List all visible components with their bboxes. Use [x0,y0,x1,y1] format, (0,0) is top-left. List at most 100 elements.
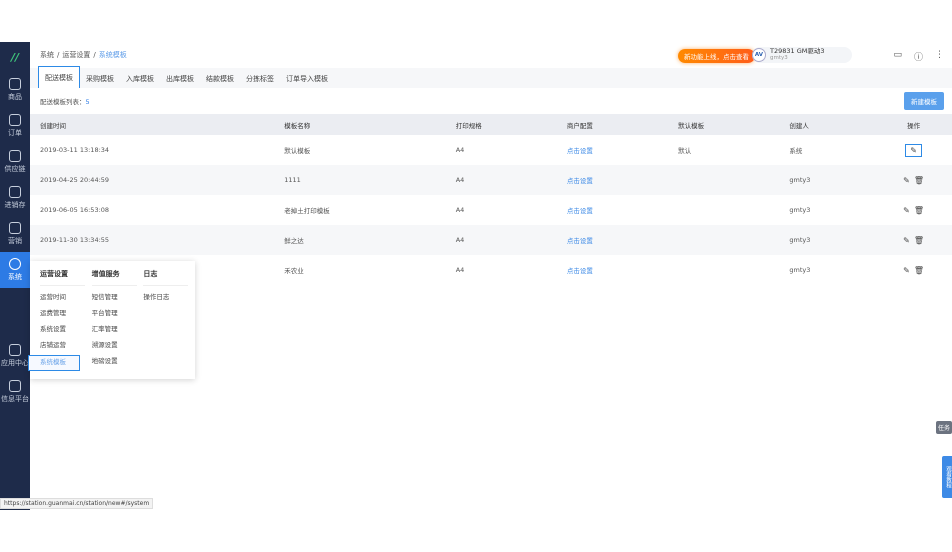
table-cell [668,255,779,285]
delete-icon[interactable]: 🗑 [913,175,924,185]
tabs: 配送模板 采购模板 入库模板 出库模板 结款模板 分拣标签 订单导入模板 [30,66,952,88]
sidebar-item-label: 应用中心 [1,359,29,367]
sidebar-item-5[interactable]: 系统 [0,252,30,288]
tab-0[interactable]: 配送模板 [38,66,80,88]
menu-item[interactable]: 系统设置 [40,325,66,333]
tutorial-button[interactable]: 观看教程 [942,456,952,498]
template-table: 创建时间 模板名称 打印规格 商户配置 默认模板 创建人 操作 2019-03-11 13:1… [30,114,952,285]
table-row: 2019-11-30 13:34:55 鲜之达 A4 点击设置 gmty3 ✎ 🗑 [30,225,952,255]
menu-item[interactable]: 溯源设置 [91,341,118,349]
user-name: T29831 GM驱动3 [770,47,825,55]
breadcrumb: 系统 / 运营设置 / 系统模板 [40,50,130,60]
menu-column-title: 日志 [143,269,189,286]
menu-column: 增值服务短信管理平台管理汇率管理溯源设置地磅设置 [91,269,144,379]
more-icon[interactable]: ⋮ [935,50,944,60]
menu-item[interactable]: 地磅设置 [91,357,118,365]
apps-icon [9,344,21,356]
actions-cell: ✎ 🗑 [875,255,952,285]
system-menu: 运营设置 运营时间 运费管理 系统设置 店铺运营 系统模板 增值服务 短信管理 平台管理 汇率管理… [28,261,195,379]
menu-item[interactable]: 短信管理 [91,293,118,301]
breadcrumb-item[interactable]: 系统 [40,51,54,59]
sidebar-item-0[interactable]: 商品 [0,72,30,108]
table-cell [668,195,779,225]
table-cell [668,225,780,255]
sidebar-item-label: 进销存 [4,201,26,209]
tab-5[interactable]: 分拣标签 [246,75,274,83]
merchant-config-link[interactable]: 点击设置 [556,165,669,195]
sidebar-item-7[interactable]: 信息平台 [0,374,30,410]
sidebar-item-label: 营销 [8,237,22,245]
tab-3[interactable]: 出库模板 [166,75,194,83]
breadcrumb-separator: / [57,51,60,59]
table-cell: A4 [455,206,465,214]
menu-column-title: 增值服务 [91,269,137,286]
tab-2[interactable]: 入库模板 [126,75,154,83]
merchant-config-link[interactable]: 点击设置 [566,267,593,275]
actions-cell: ✎ 🗑 [875,195,952,225]
table-cell: A4 [445,165,557,195]
status-url: https://station.guanmai.cn/station/new#/… [0,498,154,509]
menu-item[interactable]: 平台管理 [91,309,118,317]
merchant-config-link[interactable]: 点击设置 [556,225,669,255]
menu-item[interactable]: 操作日志 [143,293,170,301]
delete-icon[interactable]: 🗑 [913,265,924,275]
merchant-config-link[interactable]: 点击设置 [566,147,593,155]
promo-button[interactable]: 新功能上线，点击查看 [678,49,755,63]
sidebar-item-1[interactable]: 订单 [0,108,30,144]
delete-icon[interactable]: 🗑 [913,205,924,215]
menu-item[interactable]: 汇率管理 [91,325,118,333]
tab-1[interactable]: 采购模板 [86,75,114,83]
column-header: 创建时间 [30,114,275,135]
tab-6[interactable]: 订单导入模板 [286,75,328,83]
menu-item[interactable]: 系统模板 [28,355,80,371]
piggy-icon [9,186,21,198]
actions-cell: ✎ 🗑 [875,165,952,195]
sidebar-item-label: 系统 [8,273,22,281]
table-cell: gmty3 [779,165,876,195]
table-cell: 鲜之达 [274,225,446,255]
edit-icon[interactable]: ✎ [903,265,910,275]
table-cell: 系统 [789,147,803,155]
sidebar-item-label: 信息平台 [1,395,29,403]
tab-4[interactable]: 结款模板 [206,75,234,83]
edit-icon[interactable]: ✎ [903,235,910,245]
avatar: AV [752,48,766,62]
top-bar: 系统 / 运营设置 / 系统模板 [30,42,952,68]
actions-cell: ✎ [875,135,952,165]
table-cell: gmty3 [779,225,876,255]
sidebar-item-label: 订单 [8,129,22,137]
merchant-config-link[interactable]: 点击设置 [566,207,593,215]
menu-item[interactable]: 运营时间 [40,293,66,301]
column-header: 创建人 [779,114,876,135]
task-button[interactable]: 任务 [936,421,952,434]
edit-icon[interactable]: ✎ [903,205,910,215]
gear-icon [9,258,21,270]
new-template-button[interactable]: 新建模板 [904,92,944,110]
list-count: 配送模板列表：5 [40,98,90,106]
sidebar-item-3[interactable]: 进销存 [0,180,30,216]
table-cell: 2019-11-30 13:34:55 [30,225,275,255]
sidebar: // 商品 订单 供应链 进销存 营销 系统 应用中心 信息平台 [0,42,30,510]
menu-column: 运营设置运营时间运费管理系统设置店铺运营系统模板 [28,269,92,379]
menu-column-title: 运营设置 [40,269,85,286]
table-row: 2019-04-25 20:44:59 1111 A4 点击设置 gmty3 ✎ 🗑 [30,165,952,195]
message-icon[interactable]: ▭ [893,50,902,60]
table-row: 2019-03-11 13:18:34 默认模板 A4 点击设置 默认 系统 ✎ [30,135,952,165]
breadcrumb-item[interactable]: 运营设置 [62,51,91,59]
help-icon[interactable]: ⓘ [913,53,923,63]
user-menu[interactable]: AV T29831 GM驱动3 gmty3 [752,47,852,63]
sidebar-item-2[interactable]: 供应链 [0,144,30,180]
table-cell: A4 [455,266,465,274]
tag-icon [9,222,21,234]
sidebar-item-6[interactable]: 应用中心 [0,338,30,374]
column-header: 商户配置 [556,114,669,135]
edit-icon[interactable]: ✎ [905,143,922,157]
table-cell: 老掉土打印模板 [284,207,330,215]
menu-item[interactable]: 运费管理 [40,309,66,317]
column-header: 打印规格 [445,114,557,135]
menu-item[interactable]: 店铺运营 [40,341,66,349]
table-cell: 1111 [274,165,446,195]
edit-icon[interactable]: ✎ [903,175,910,185]
delete-icon[interactable]: 🗑 [913,235,924,245]
sidebar-item-4[interactable]: 营销 [0,216,30,252]
